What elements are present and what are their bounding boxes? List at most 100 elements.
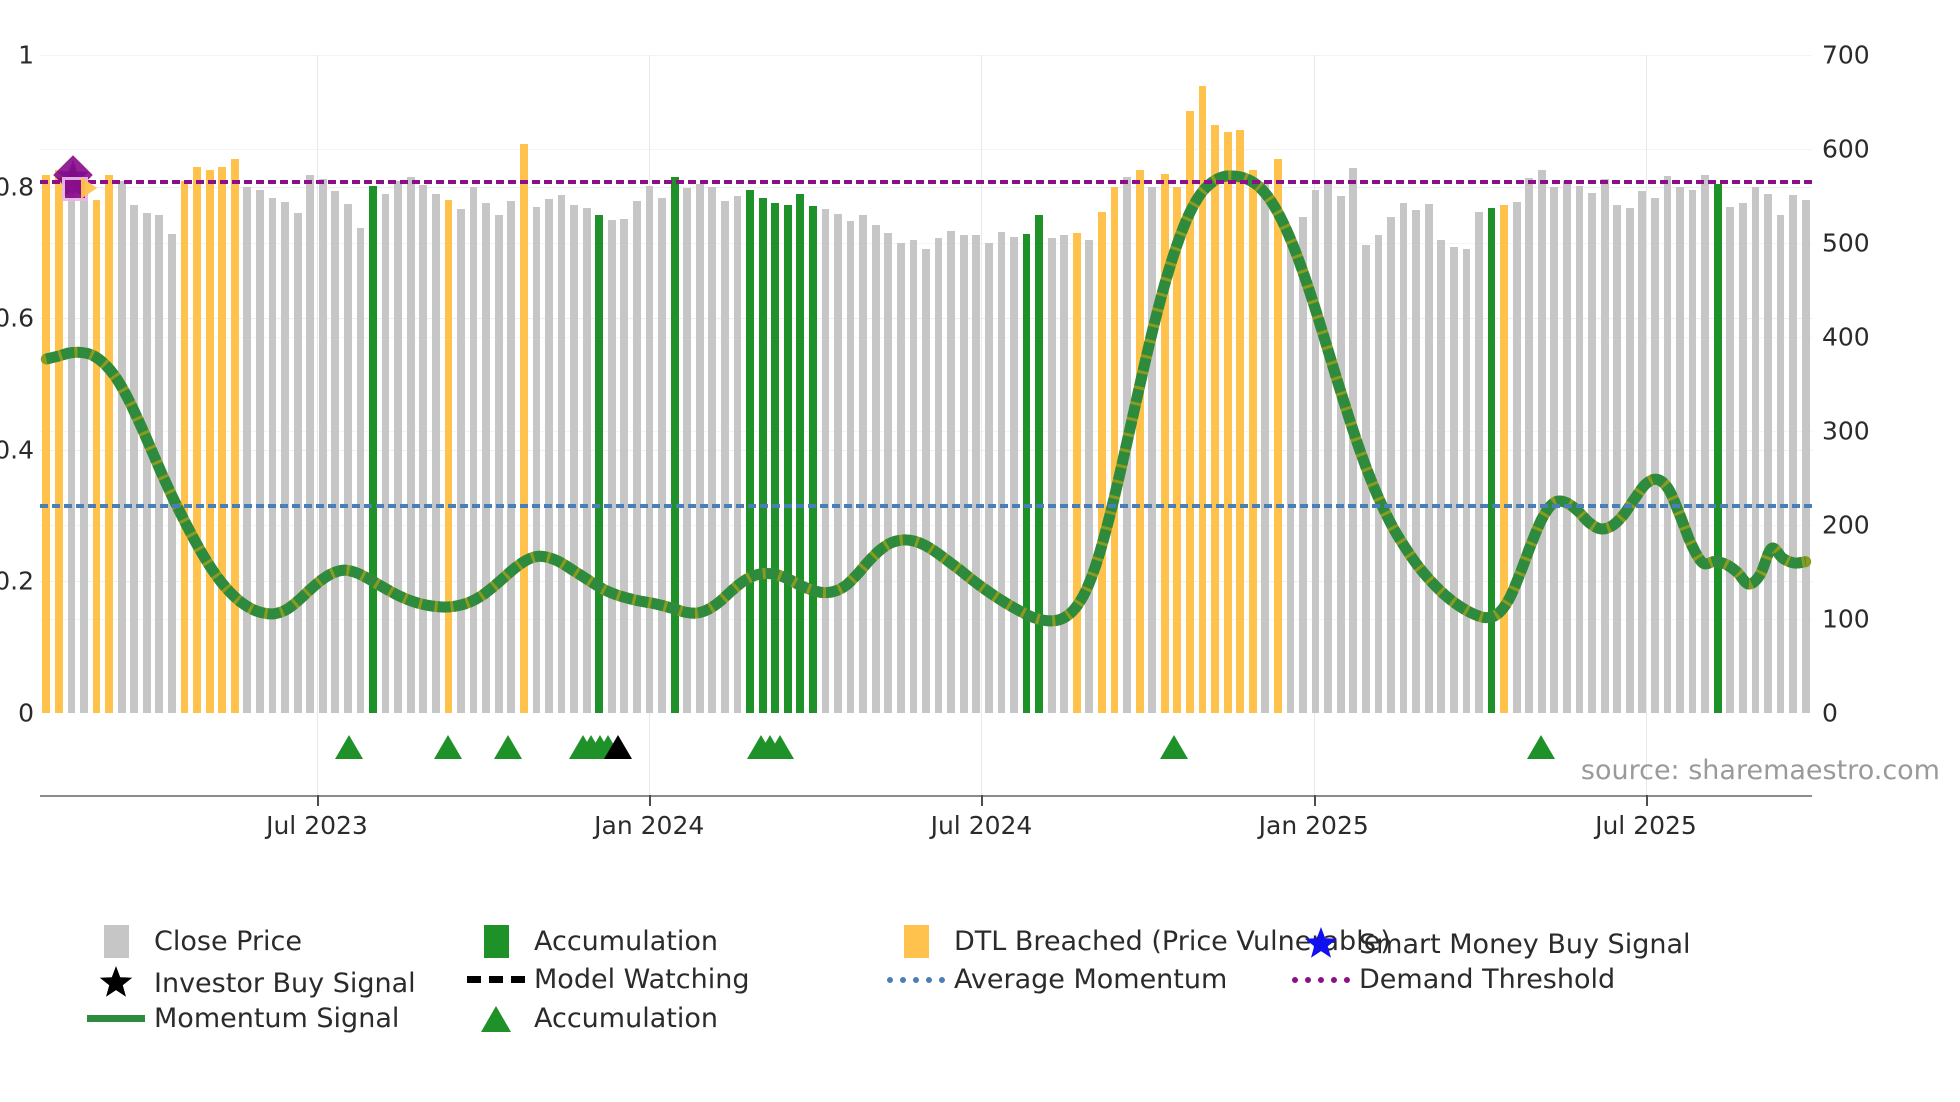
bar-accumulation (670, 177, 679, 713)
x-axis-ticks: Jul 2023 Jan 2024 Jul 2024 Jan 2025 Jul 2025 (40, 795, 1812, 855)
bar-dtl-breached (1273, 159, 1282, 713)
x-axis-tick (1645, 795, 1648, 806)
bar-close-price (984, 243, 993, 713)
average-momentum-swatch (878, 976, 954, 983)
bar-close-price (708, 186, 717, 713)
bar-dtl-breached (1098, 211, 1106, 713)
bar-dtl-breached (1223, 132, 1232, 713)
bar-close-price (507, 200, 516, 713)
x-gridline (1645, 55, 1647, 713)
bar-close-price (117, 180, 126, 713)
bar-accumulation (808, 206, 817, 713)
bar-dtl-breached (1500, 205, 1508, 713)
x-gridline-band (981, 713, 983, 795)
legend-item[interactable]: Model Watching (458, 964, 749, 995)
bar-close-price (1537, 169, 1546, 713)
bar-dtl-breached (1198, 86, 1207, 713)
bar-close-price (1638, 191, 1647, 713)
bar-dtl-breached (230, 159, 239, 713)
x-axis-tick-label: Jan 2025 (1258, 811, 1369, 840)
bar-close-price (1060, 234, 1069, 713)
accumulation-marker (1160, 735, 1189, 759)
chart-legend: Close Price Accumulation DTL Breached (Pri… (78, 925, 1928, 1045)
legend-item-label: Accumulation (534, 1003, 718, 1034)
plot-area (40, 55, 1812, 713)
bar-close-price (293, 212, 302, 713)
bar-close-price (633, 200, 641, 713)
bar-dtl-breached (105, 175, 113, 713)
x-gridline-band (1313, 713, 1315, 795)
bar-dtl-breached (92, 199, 101, 713)
legend-item[interactable]: Accumulation (458, 925, 718, 958)
bar-close-price (1387, 216, 1395, 713)
bar-dtl-breached (519, 144, 528, 713)
accumulation-marker (1527, 735, 1556, 759)
bar-close-price (281, 201, 289, 713)
bar-close-price (1412, 210, 1420, 713)
legend-item[interactable]: Average Momentum (878, 964, 1227, 995)
legend-item-label: Investor Buy Signal (154, 967, 416, 999)
bar-close-price (1789, 195, 1798, 713)
bar-dtl-breached (444, 199, 453, 713)
bar-close-price (406, 177, 415, 713)
bar-close-price (834, 213, 842, 713)
bar-close-price (268, 197, 277, 713)
bar-close-price (1449, 246, 1458, 713)
bar-dtl-breached (1186, 111, 1194, 713)
bar-close-price (1311, 190, 1320, 713)
bar-close-price (1663, 176, 1672, 713)
x-axis-tick (316, 795, 319, 806)
bar-accumulation (1022, 233, 1031, 713)
bar-close-price (607, 220, 616, 713)
bar-close-price (494, 214, 503, 713)
bar-close-price (381, 194, 390, 713)
gridline (40, 186, 1812, 188)
y-axis-right-tick-label: 600 (1822, 134, 1870, 164)
dtl-breach-arrow-marker (80, 176, 97, 199)
bar-close-price (909, 240, 918, 713)
bar-close-price (884, 232, 893, 713)
legend-item-label: Momentum Signal (154, 1003, 400, 1034)
accumulation-marker (493, 735, 522, 759)
legend-item[interactable]: Smart Money Buy Signal (1283, 925, 1691, 963)
bar-accumulation (1035, 214, 1043, 713)
bar-close-price (721, 200, 729, 713)
bar-close-price (934, 238, 943, 713)
smart-money-buy-signal-swatch (1283, 925, 1359, 963)
bar-close-price (482, 202, 491, 713)
y-axis-right-tick-label: 200 (1822, 510, 1870, 540)
legend-item-label: Model Watching (534, 964, 750, 995)
bar-close-price (318, 179, 327, 713)
x-axis-tick-label: Jul 2023 (266, 811, 368, 840)
x-axis-tick (1313, 795, 1316, 806)
bar-close-price (1701, 175, 1710, 713)
bar-dtl-breached (1160, 174, 1169, 713)
legend-item[interactable]: Close Price (78, 925, 302, 958)
bar-close-price (1801, 199, 1810, 713)
bar-close-price (1512, 201, 1521, 713)
y-axis-right-tick-label: 700 (1822, 40, 1870, 70)
investor-buy-signal-swatch (78, 964, 154, 1002)
bar-accumulation (1713, 183, 1722, 713)
plot-clip (40, 55, 1812, 713)
bar-close-price (1462, 248, 1471, 713)
bar-accumulation (746, 190, 754, 713)
legend-item[interactable]: Accumulation (458, 1003, 718, 1034)
momentum-signal-line (40, 170, 1812, 627)
bar-close-price (1575, 185, 1584, 713)
bar-close-price (532, 207, 541, 713)
legend-item[interactable]: Investor Buy Signal (78, 964, 416, 1002)
bar-close-price (959, 234, 968, 713)
legend-item[interactable]: Demand Threshold (1283, 964, 1615, 995)
bar-close-price (972, 235, 981, 713)
bar-dtl-breached (42, 175, 51, 713)
bar-close-price (582, 208, 591, 713)
bar-accumulation (369, 185, 377, 713)
bar-dtl-breached (1236, 130, 1245, 713)
bar-close-price (859, 214, 868, 713)
bar-close-price (1047, 238, 1056, 713)
bar-close-price (1764, 194, 1772, 713)
legend-item[interactable]: Momentum Signal (78, 1003, 399, 1034)
x-axis-tick-label: Jul 2025 (1595, 811, 1697, 840)
